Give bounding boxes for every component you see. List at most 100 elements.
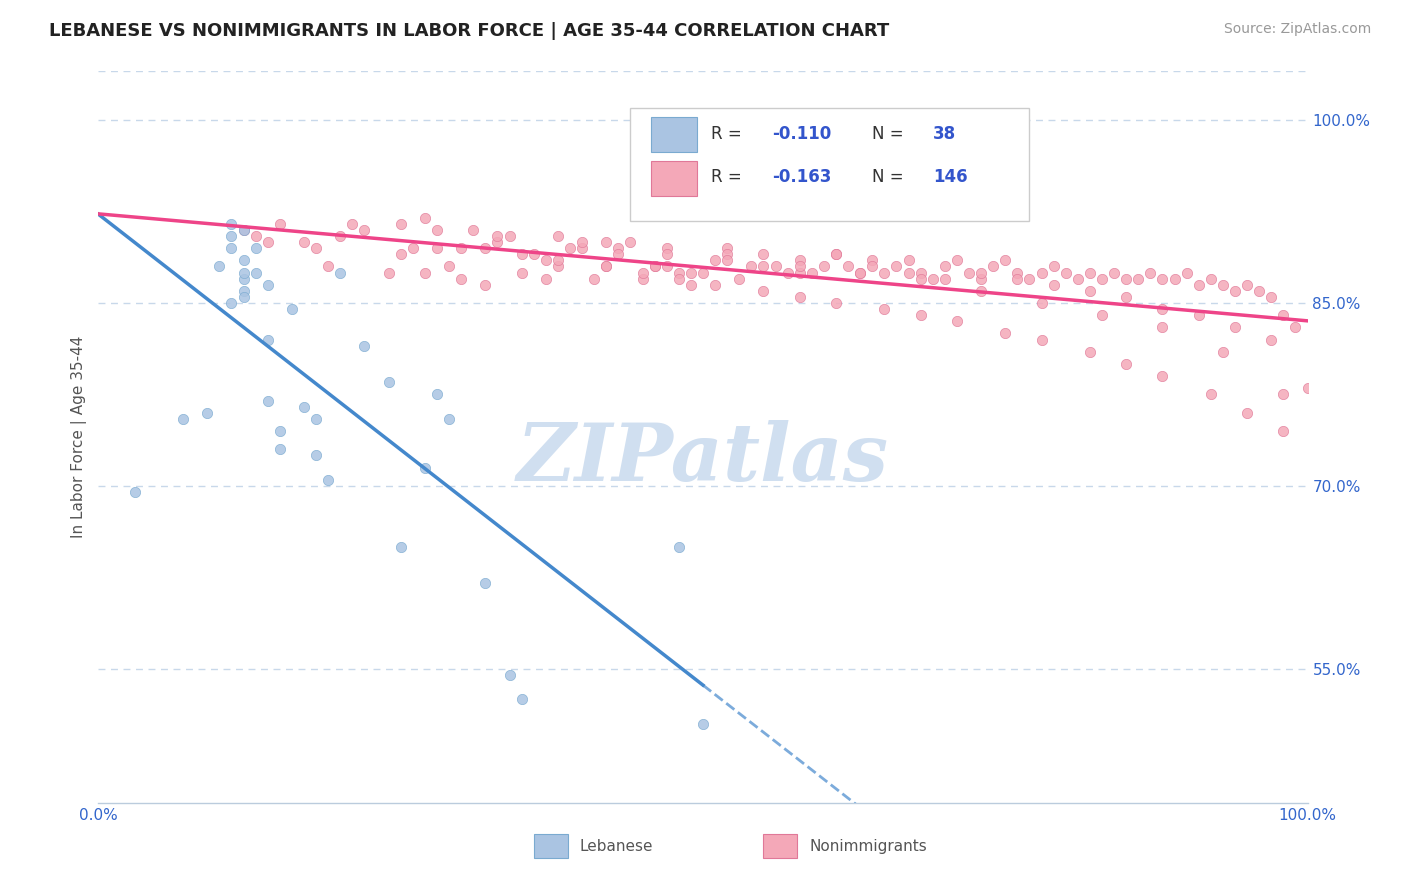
Point — [668, 265, 690, 279]
Point — [232, 265, 254, 279]
Text: LEBANESE VS NONIMMIGRANTS IN LABOR FORCE | AGE 35-44 CORRELATION CHART: LEBANESE VS NONIMMIGRANTS IN LABOR FORCE… — [49, 22, 890, 40]
Point — [1067, 271, 1090, 285]
Point — [208, 260, 231, 274]
FancyBboxPatch shape — [763, 834, 797, 858]
Point — [970, 265, 993, 279]
Point — [1223, 284, 1246, 298]
Point — [644, 260, 666, 274]
Point — [353, 223, 375, 237]
Point — [655, 241, 678, 255]
Point — [269, 217, 291, 231]
Point — [1078, 284, 1101, 298]
Point — [595, 235, 617, 249]
Point — [1284, 320, 1306, 334]
Text: Source: ZipAtlas.com: Source: ZipAtlas.com — [1223, 22, 1371, 37]
Point — [1031, 333, 1053, 347]
Point — [571, 241, 593, 255]
Point — [232, 271, 254, 285]
Point — [716, 241, 738, 255]
Point — [534, 271, 557, 285]
Point — [789, 265, 811, 279]
Point — [1152, 271, 1174, 285]
Point — [1260, 333, 1282, 347]
Point — [1272, 424, 1295, 438]
Point — [776, 265, 799, 279]
Point — [1188, 277, 1211, 292]
Point — [342, 217, 364, 231]
Point — [124, 485, 146, 500]
Point — [256, 393, 278, 408]
Point — [994, 326, 1017, 341]
Point — [583, 271, 606, 285]
Point — [389, 217, 412, 231]
Point — [1054, 265, 1077, 279]
Point — [402, 241, 425, 255]
Point — [692, 265, 714, 279]
Point — [486, 235, 509, 249]
Point — [752, 247, 775, 261]
Point — [921, 271, 943, 285]
Point — [510, 265, 533, 279]
Point — [1078, 344, 1101, 359]
Point — [1260, 290, 1282, 304]
Text: R =: R = — [711, 125, 748, 143]
Point — [1091, 308, 1114, 322]
Point — [413, 460, 436, 475]
Point — [910, 308, 932, 322]
Point — [679, 277, 702, 292]
Point — [1018, 271, 1040, 285]
Point — [232, 223, 254, 237]
Point — [860, 260, 883, 274]
Point — [655, 260, 678, 274]
Point — [305, 412, 328, 426]
Point — [825, 296, 848, 310]
Point — [558, 241, 581, 255]
Point — [1007, 265, 1029, 279]
Point — [1212, 277, 1234, 292]
FancyBboxPatch shape — [630, 108, 1029, 221]
Y-axis label: In Labor Force | Age 35-44: In Labor Force | Age 35-44 — [72, 336, 87, 538]
Point — [1031, 265, 1053, 279]
Point — [910, 271, 932, 285]
Point — [547, 253, 569, 268]
Point — [716, 247, 738, 261]
Point — [437, 412, 460, 426]
Point — [1199, 271, 1222, 285]
Point — [679, 265, 702, 279]
Point — [873, 265, 896, 279]
Point — [256, 277, 278, 292]
Point — [450, 271, 472, 285]
Point — [1188, 308, 1211, 322]
Point — [498, 667, 520, 681]
Text: R =: R = — [711, 169, 748, 186]
Point — [281, 301, 304, 317]
Point — [970, 284, 993, 298]
Point — [221, 228, 243, 243]
Point — [245, 241, 267, 255]
Point — [221, 241, 243, 255]
Point — [716, 253, 738, 268]
Point — [668, 271, 690, 285]
Point — [510, 692, 533, 706]
Text: Nonimmigrants: Nonimmigrants — [810, 839, 927, 855]
Point — [619, 235, 641, 249]
Point — [1091, 271, 1114, 285]
Point — [934, 260, 956, 274]
Point — [789, 290, 811, 304]
Text: ZIPatlas: ZIPatlas — [517, 420, 889, 498]
Point — [970, 271, 993, 285]
Point — [1115, 357, 1137, 371]
Point — [426, 223, 449, 237]
Point — [292, 400, 315, 414]
Point — [256, 333, 278, 347]
Point — [292, 235, 315, 249]
Point — [1223, 320, 1246, 334]
Point — [389, 540, 412, 554]
Point — [946, 314, 969, 328]
Point — [1236, 277, 1258, 292]
Point — [1007, 271, 1029, 285]
Point — [377, 376, 399, 390]
Point — [1236, 406, 1258, 420]
Point — [631, 271, 654, 285]
Point — [1249, 284, 1271, 298]
